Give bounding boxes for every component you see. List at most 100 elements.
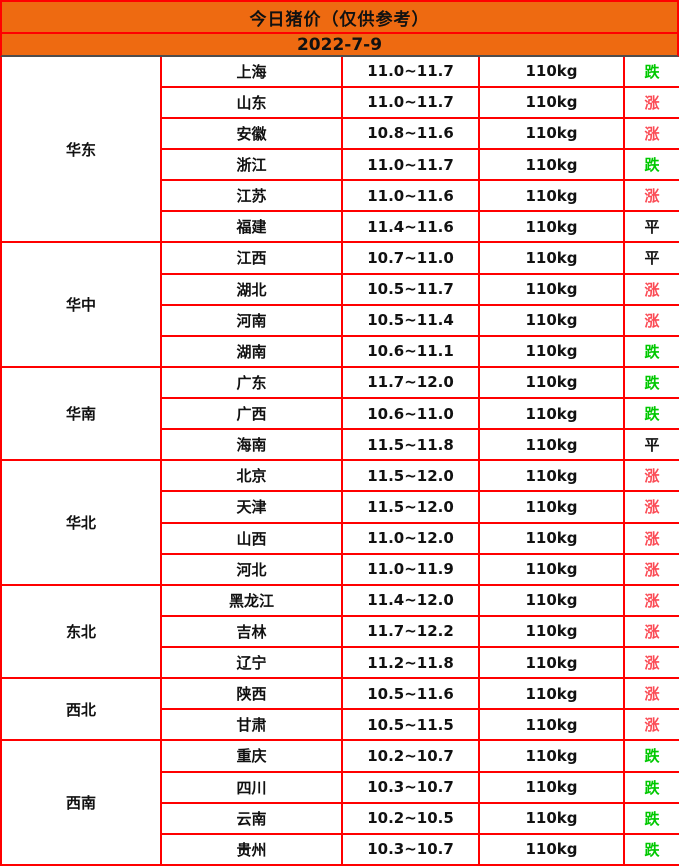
trend-cell: 涨 xyxy=(623,85,679,119)
price-cell: 11.7~12.0 xyxy=(341,365,480,400)
province-cell: 四川 xyxy=(160,770,343,804)
table-row: 华南 广东 11.7~12.0 110kg 跌 xyxy=(0,365,679,462)
weight-cell: 110kg xyxy=(478,148,625,182)
province-cell: 天津 xyxy=(160,490,343,524)
province-cell: 安徽 xyxy=(160,116,343,151)
price-cell: 11.7~12.2 xyxy=(341,614,480,649)
weight-cell: 110kg xyxy=(478,521,625,555)
province-cell: 贵州 xyxy=(160,832,343,866)
price-cell: 11.0~11.7 xyxy=(341,85,480,119)
price-cell: 10.5~11.4 xyxy=(341,303,480,337)
weight-cell: 110kg xyxy=(478,614,625,649)
date-banner: 2022-7-9 xyxy=(0,32,679,57)
region-cell: 华东 xyxy=(0,57,162,244)
province-cell: 陕西 xyxy=(160,677,343,711)
weight-cell: 110kg xyxy=(478,428,625,462)
price-cell: 10.3~10.7 xyxy=(341,770,480,804)
table-row: 浙江 11.0~11.7 110kg 跌 xyxy=(1,148,679,182)
province-cell: 北京 xyxy=(160,459,343,493)
table-row: 吉林 11.7~12.2 110kg 涨 xyxy=(1,614,679,649)
table-row: 海南 11.5~11.8 110kg 平 xyxy=(1,428,679,462)
trend-cell: 平 xyxy=(623,241,679,275)
weight-cell: 110kg xyxy=(478,801,625,835)
province-cell: 山东 xyxy=(160,85,343,119)
weight-cell: 110kg xyxy=(478,708,625,742)
region-cell: 东北 xyxy=(0,583,162,680)
province-cell: 广东 xyxy=(160,365,343,400)
price-cell: 11.0~11.7 xyxy=(341,57,480,88)
weight-cell: 110kg xyxy=(478,739,625,773)
province-cell: 福建 xyxy=(160,210,343,244)
weight-cell: 110kg xyxy=(478,832,625,866)
trend-cell: 跌 xyxy=(623,397,679,431)
weight-cell: 110kg xyxy=(478,365,625,400)
province-cell: 上海 xyxy=(160,57,343,88)
page-title: 今日猪价（仅供参考） xyxy=(0,0,679,32)
weight-cell: 110kg xyxy=(478,770,625,804)
table-row: 福建 11.4~11.6 110kg 平 xyxy=(1,210,679,244)
price-cell: 11.2~11.8 xyxy=(341,646,480,680)
price-cell: 11.5~11.8 xyxy=(341,428,480,462)
trend-cell: 涨 xyxy=(623,179,679,213)
table-row: 东北 黑龙江 11.4~12.0 110kg 涨 xyxy=(0,583,679,680)
province-cell: 吉林 xyxy=(160,614,343,649)
price-cell: 11.0~12.0 xyxy=(341,521,480,555)
table-row: 江苏 11.0~11.6 110kg 涨 xyxy=(1,179,679,213)
price-cell: 11.5~12.0 xyxy=(341,459,480,493)
table-row: 西南 重庆 10.2~10.7 110kg 跌 xyxy=(0,739,679,866)
price-cell: 10.5~11.5 xyxy=(341,708,480,742)
table-row: 河北 11.0~11.9 110kg 涨 xyxy=(1,552,679,586)
table-row: 华中 江西 10.7~11.0 110kg 平 xyxy=(0,241,679,368)
table-row: 贵州 10.3~10.7 110kg 跌 xyxy=(1,832,679,866)
price-cell: 10.5~11.7 xyxy=(341,272,480,306)
table-row: 山东 11.0~11.7 110kg 涨 xyxy=(1,85,679,119)
price-cell: 10.5~11.6 xyxy=(341,677,480,711)
table-row: 华东 上海 11.0~11.7 110kg 跌 xyxy=(0,57,679,244)
weight-cell: 110kg xyxy=(478,303,625,337)
province-cell: 江西 xyxy=(160,241,343,275)
table-row: 甘肃 10.5~11.5 110kg 涨 xyxy=(1,708,679,742)
province-cell: 甘肃 xyxy=(160,708,343,742)
price-cell: 10.8~11.6 xyxy=(341,116,480,151)
province-cell: 河南 xyxy=(160,303,343,337)
table-row: 辽宁 11.2~11.8 110kg 涨 xyxy=(1,646,679,680)
trend-cell: 跌 xyxy=(623,801,679,835)
weight-cell: 110kg xyxy=(478,677,625,711)
trend-cell: 涨 xyxy=(623,490,679,524)
table-row: 河南 10.5~11.4 110kg 涨 xyxy=(1,303,679,337)
trend-cell: 涨 xyxy=(623,272,679,306)
price-cell: 10.2~10.7 xyxy=(341,739,480,773)
price-cell: 11.5~12.0 xyxy=(341,490,480,524)
region-cell: 华南 xyxy=(0,365,162,462)
table-row: 天津 11.5~12.0 110kg 涨 xyxy=(1,490,679,524)
table-row: 安徽 10.8~11.6 110kg 涨 xyxy=(1,116,679,151)
table-row: 云南 10.2~10.5 110kg 跌 xyxy=(1,801,679,835)
weight-cell: 110kg xyxy=(478,334,625,368)
trend-cell: 跌 xyxy=(623,832,679,866)
province-cell: 重庆 xyxy=(160,739,343,773)
price-cell: 10.6~11.0 xyxy=(341,397,480,431)
province-cell: 湖北 xyxy=(160,272,343,306)
table-row: 湖北 10.5~11.7 110kg 涨 xyxy=(1,272,679,306)
province-cell: 湖南 xyxy=(160,334,343,368)
trend-cell: 平 xyxy=(623,428,679,462)
weight-cell: 110kg xyxy=(478,116,625,151)
region-cell: 西北 xyxy=(0,677,162,742)
weight-cell: 110kg xyxy=(478,179,625,213)
table-row: 西北 陕西 10.5~11.6 110kg 涨 xyxy=(0,677,679,742)
price-cell: 11.4~12.0 xyxy=(341,583,480,617)
province-cell: 山西 xyxy=(160,521,343,555)
weight-cell: 110kg xyxy=(478,85,625,119)
price-cell: 10.2~10.5 xyxy=(341,801,480,835)
province-cell: 广西 xyxy=(160,397,343,431)
price-cell: 10.3~10.7 xyxy=(341,832,480,866)
weight-cell: 110kg xyxy=(478,583,625,617)
province-cell: 海南 xyxy=(160,428,343,462)
trend-cell: 涨 xyxy=(623,459,679,493)
table-row: 华北 北京 11.5~12.0 110kg 涨 xyxy=(0,459,679,586)
weight-cell: 110kg xyxy=(478,646,625,680)
trend-cell: 跌 xyxy=(623,365,679,400)
weight-cell: 110kg xyxy=(478,490,625,524)
weight-cell: 110kg xyxy=(478,272,625,306)
